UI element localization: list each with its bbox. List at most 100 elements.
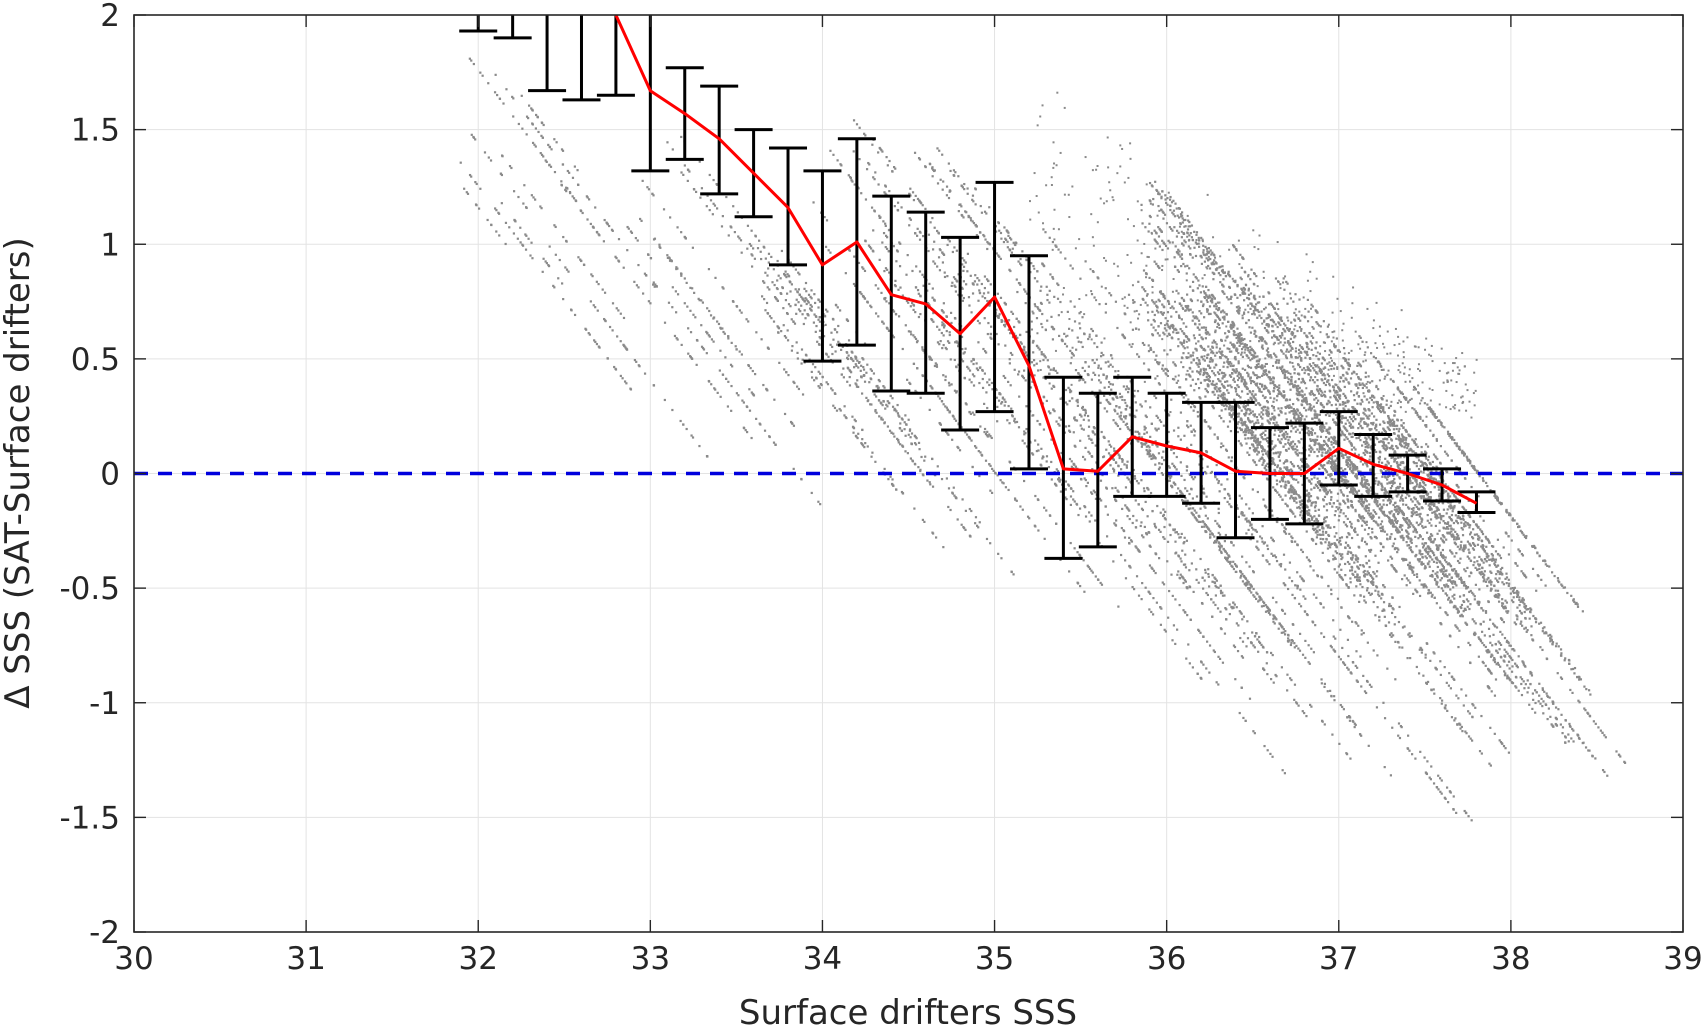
scatter-point — [1255, 363, 1258, 367]
scatter-point — [1278, 384, 1281, 387]
scatter-point — [730, 409, 733, 412]
scatter-point — [691, 246, 694, 249]
scatter-point — [744, 429, 747, 432]
scatter-point — [1296, 408, 1299, 411]
scatter-point — [1188, 234, 1191, 237]
scatter-point — [1348, 562, 1351, 566]
scatter-point — [1189, 406, 1193, 409]
scatter-point — [834, 350, 837, 353]
scatter-point — [1298, 632, 1302, 635]
scatter-point — [1193, 389, 1196, 392]
scatter-point — [1362, 595, 1366, 598]
scatter-point — [1034, 525, 1037, 528]
scatter-point — [1154, 427, 1157, 430]
scatter-point — [683, 235, 686, 238]
scatter-point — [1184, 553, 1187, 556]
scatter-point — [1035, 449, 1038, 453]
scatter-point — [1310, 482, 1313, 485]
scatter-point — [1403, 625, 1406, 628]
scatter-point — [825, 352, 828, 355]
scatter-point — [1159, 623, 1163, 626]
scatter-point — [1368, 458, 1371, 461]
scatter-point — [867, 399, 870, 402]
scatter-point — [1234, 386, 1237, 390]
scatter-point — [1228, 374, 1232, 377]
scatter-point — [1440, 779, 1443, 782]
scatter-point — [793, 322, 797, 325]
scatter-point — [1021, 375, 1025, 378]
scatter-point — [501, 155, 504, 158]
scatter-point — [885, 403, 888, 406]
scatter-point — [1099, 381, 1102, 384]
scatter-point — [1074, 445, 1077, 448]
scatter-point — [1269, 752, 1272, 756]
scatter-point — [1084, 409, 1087, 412]
scatter-point — [1501, 742, 1504, 745]
scatter-point — [1181, 242, 1184, 245]
scatter-point — [1035, 362, 1038, 365]
scatter-point — [1345, 753, 1349, 756]
scatter-point — [1309, 438, 1312, 441]
scatter-point — [709, 314, 713, 317]
scatter-point — [903, 428, 906, 431]
scatter-point — [1576, 605, 1580, 608]
scatter-point — [1372, 583, 1375, 587]
scatter-point — [1354, 621, 1357, 624]
scatter-point — [1352, 661, 1355, 664]
scatter-point — [1002, 482, 1005, 485]
scatter-point — [594, 340, 597, 344]
scatter-point — [907, 433, 910, 436]
scatter-point — [714, 276, 717, 279]
scatter-point — [1423, 756, 1426, 759]
scatter-point — [774, 297, 778, 300]
scatter-point — [942, 253, 946, 256]
scatter-point — [1357, 499, 1360, 503]
scatter-point — [1171, 486, 1174, 489]
scatter-point — [1057, 476, 1061, 480]
scatter-point — [1040, 285, 1043, 288]
scatter-point — [1235, 306, 1239, 309]
scatter-point — [707, 268, 711, 271]
scatter-point — [1250, 533, 1254, 536]
scatter-point — [910, 432, 914, 435]
scatter-point — [1236, 649, 1240, 653]
scatter-point — [1102, 353, 1105, 357]
scatter-point — [866, 363, 869, 366]
scatter-point — [1221, 265, 1224, 268]
scatter-point — [1213, 254, 1216, 257]
scatter-point — [558, 258, 561, 262]
scatter-point — [1109, 354, 1113, 357]
scatter-point — [771, 281, 774, 284]
scatter-point — [964, 210, 967, 213]
scatter-point — [968, 507, 971, 511]
scatter-point — [914, 286, 918, 289]
scatter-point — [689, 331, 693, 334]
scatter-point — [1074, 418, 1077, 422]
scatter-point — [942, 311, 945, 314]
scatter-point — [1156, 332, 1159, 335]
scatter-point — [1000, 557, 1003, 560]
scatter-point — [955, 365, 958, 368]
scatter-point — [1143, 343, 1146, 347]
scatter-point — [1196, 415, 1200, 418]
scatter-point — [713, 387, 716, 390]
scatter-point — [596, 309, 599, 312]
scatter-point — [1284, 502, 1287, 505]
scatter-point — [1272, 380, 1275, 383]
scatter-point — [1107, 452, 1111, 455]
scatter-point — [766, 311, 769, 315]
scatter-point — [985, 434, 989, 437]
scatter-point — [1227, 272, 1230, 275]
scatter-point — [1186, 586, 1189, 590]
scatter-point — [1004, 344, 1007, 347]
scatter-point — [1279, 367, 1283, 371]
scatter-point — [936, 182, 940, 185]
scatter-point — [1462, 704, 1465, 707]
scatter-point — [1215, 305, 1218, 308]
scatter-point — [1149, 348, 1153, 351]
scatter-point — [879, 216, 882, 219]
scatter-point — [1185, 394, 1188, 397]
scatter-point — [1463, 607, 1466, 610]
scatter-point — [1310, 647, 1313, 650]
scatter-point — [861, 266, 864, 269]
